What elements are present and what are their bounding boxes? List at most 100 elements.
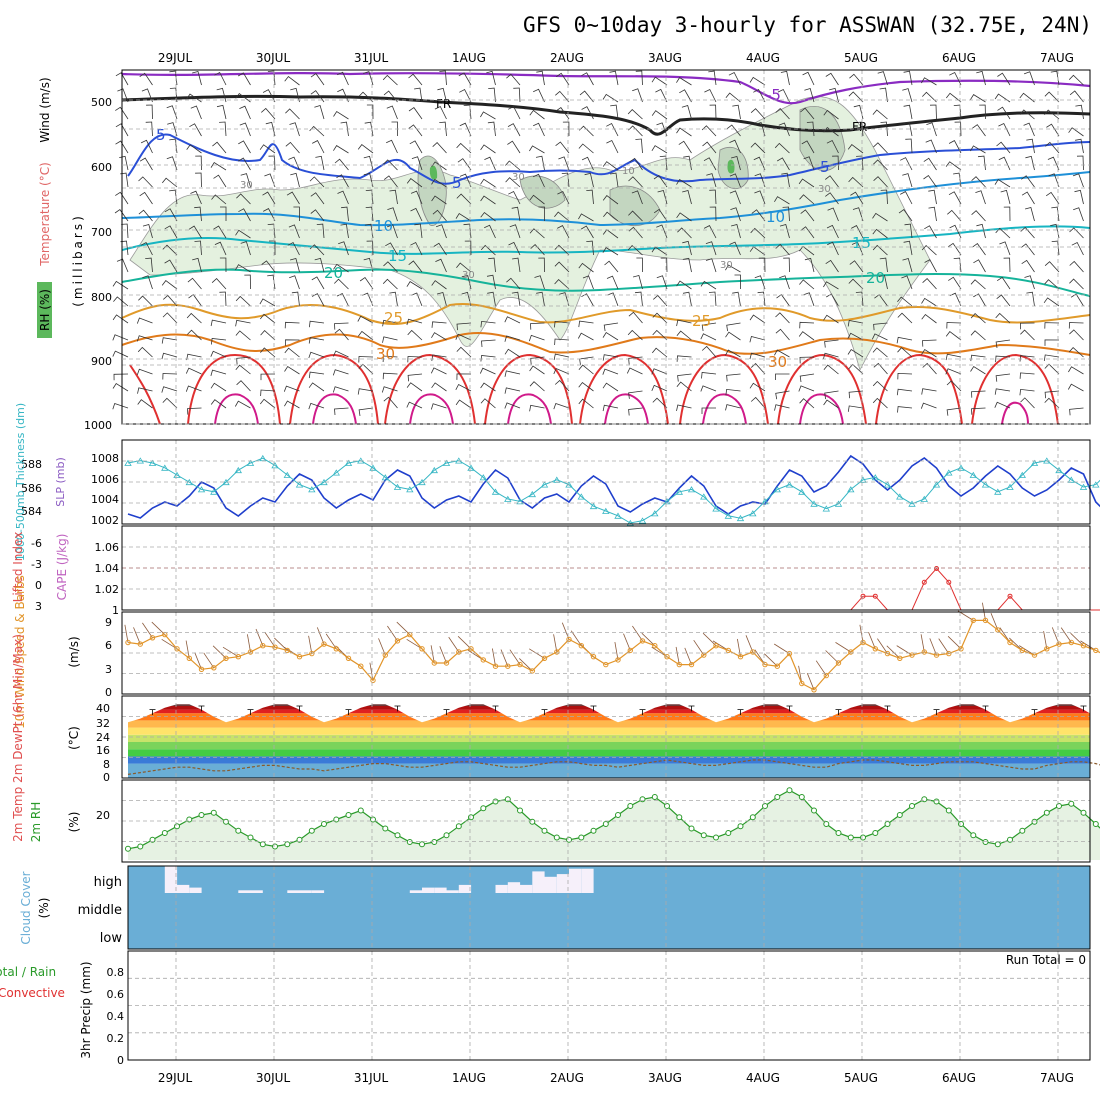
contour-label-20-a: 20 (324, 264, 343, 282)
wind-barb (269, 240, 276, 255)
wind-barb (210, 350, 227, 358)
rh-point (517, 807, 523, 814)
wind-barb (676, 179, 692, 188)
wind-barb (1069, 90, 1084, 103)
slp-tick-1008: 1008 (91, 452, 119, 465)
rh-point (872, 830, 879, 836)
thickness-point (957, 464, 965, 471)
surface-wind-barb (439, 646, 447, 664)
surface-wind-barb (378, 638, 386, 656)
rh-label-1: 30 (240, 180, 253, 191)
wind-barb (186, 353, 202, 361)
rh-point (394, 832, 401, 839)
wind-barb (239, 105, 251, 120)
wind-barb (430, 367, 447, 375)
top-date-0: 29JUL (158, 51, 193, 65)
surface-wind-barb (806, 673, 815, 690)
wind-barb (382, 355, 398, 363)
wind-barb (437, 87, 447, 103)
contour-labels: FR FR -5 5 5 5 10 10 15 15 20 20 25 25 3… (156, 86, 885, 371)
wind-barb (750, 396, 766, 409)
wind-barb (357, 330, 374, 341)
temp-minmax-tick (884, 705, 891, 712)
wind-barb (1043, 297, 1060, 307)
wind-barb (1068, 366, 1084, 375)
wind-barb (754, 190, 766, 205)
wind-barb (562, 121, 570, 137)
thickness-point (577, 493, 586, 500)
surface-wind-barb (614, 642, 619, 660)
wind-barb (825, 192, 839, 205)
surface-wind-barb (693, 639, 705, 656)
wind-barb (504, 335, 521, 342)
wind-barb (783, 257, 790, 273)
wind-barb (194, 206, 202, 222)
rh-point (700, 832, 707, 839)
wind-barb (212, 141, 227, 154)
wind-barb (434, 105, 447, 120)
wind-barb (439, 121, 447, 137)
wind-barb (185, 367, 202, 375)
precip-label-total: Total / Rain (0, 965, 56, 979)
wind-barb (119, 155, 129, 171)
wind-barb (921, 245, 937, 256)
wind-barb (653, 294, 668, 307)
wind-barb (1019, 372, 1035, 379)
wind-barb (823, 281, 839, 290)
wind-barb (996, 141, 1011, 154)
wind-barb (161, 352, 178, 360)
wind-barb (872, 244, 888, 256)
wind-barb (310, 73, 325, 86)
surface-wind-barb (737, 638, 741, 657)
wind-barb (285, 108, 300, 120)
thickness-point (234, 466, 243, 474)
wind-barb (709, 206, 717, 222)
wind-barb (554, 320, 570, 328)
wind-barb (635, 138, 643, 154)
wind-barb (338, 241, 349, 256)
wind-barb (459, 173, 472, 188)
wind-speed-point (676, 661, 682, 668)
wind-barb (337, 71, 349, 86)
rh-point (174, 823, 180, 830)
wind-barb (1068, 322, 1084, 329)
wind-barb (578, 381, 594, 392)
wind-barb (705, 258, 717, 273)
rh-point (235, 827, 242, 834)
wind-barb (971, 390, 986, 398)
wind-speed-point (480, 657, 486, 663)
wind-speed-point (125, 639, 131, 646)
rh-point (1068, 800, 1075, 807)
wind-barb (283, 385, 300, 392)
wind-barb (192, 257, 202, 273)
wind-barb (235, 319, 251, 327)
wind-barb (676, 404, 692, 411)
rh-label-4: 30 (720, 260, 733, 271)
wind-barb (651, 384, 668, 392)
surface-wind-barb (798, 665, 803, 684)
wind-barb (581, 293, 594, 307)
thickness-point (540, 481, 549, 488)
wind-barb (554, 211, 570, 222)
rh-point (1019, 827, 1026, 834)
wind-speed-point (664, 654, 670, 660)
wind-barb (948, 276, 962, 290)
wind-barb (234, 400, 251, 409)
wind-barb (579, 90, 594, 103)
surface-wind-barb (896, 645, 913, 656)
wind-barb (113, 296, 129, 307)
thickness-point (810, 500, 818, 507)
wind-barb (528, 334, 545, 342)
wind-barb (408, 107, 423, 120)
cape-tick-106: 1.06 (95, 541, 120, 554)
wind-barb (391, 121, 398, 136)
thickness-point (467, 464, 475, 471)
wind-barb (334, 322, 349, 330)
thickness-point (197, 486, 206, 493)
wind-barb (628, 356, 643, 365)
surface-wind-barb (773, 643, 790, 654)
wind-barb (557, 225, 570, 239)
wind-barb (880, 189, 888, 205)
rh-point (149, 836, 156, 843)
wind-barb (407, 329, 423, 341)
